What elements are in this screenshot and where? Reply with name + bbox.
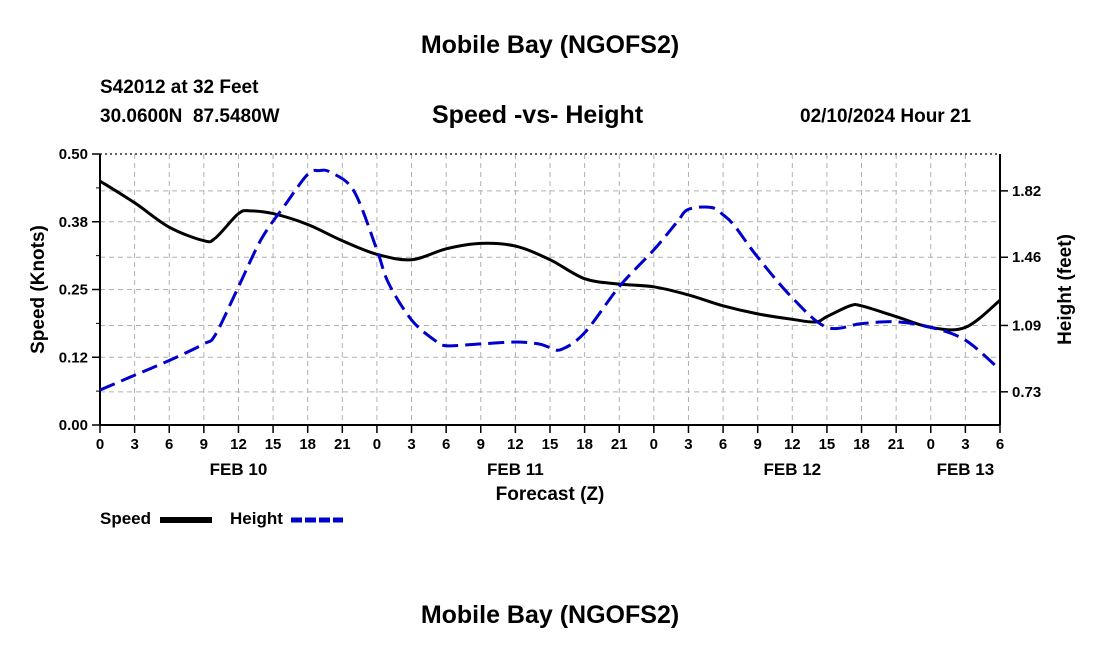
legend-height-label: Height xyxy=(230,509,283,528)
y-tick-label-right: 0.73 xyxy=(1012,384,1041,401)
x-tick-label: 6 xyxy=(442,436,450,453)
x-tick-label: 12 xyxy=(784,436,801,453)
y-tick-label-left: 0.00 xyxy=(59,417,88,434)
x-tick-label: 6 xyxy=(719,436,727,453)
y-tick-label-left: 0.12 xyxy=(59,349,88,366)
x-tick-label: 3 xyxy=(130,436,138,453)
x-tick-label: 15 xyxy=(265,436,282,453)
y-tick-label-left: 0.25 xyxy=(59,282,88,299)
x-tick-label: 9 xyxy=(200,436,208,453)
x-tick-label: 0 xyxy=(373,436,381,453)
x-tick-label: 3 xyxy=(407,436,415,453)
date-label: FEB 13 xyxy=(937,460,995,479)
x-tick-label: 9 xyxy=(477,436,485,453)
y-tick-label-right: 1.09 xyxy=(1012,317,1041,334)
x-tick-label: 21 xyxy=(888,436,905,453)
chart-title-top: Mobile Bay (NGOFS2) xyxy=(420,31,680,59)
x-tick-label: 18 xyxy=(299,436,316,453)
x-tick-label: 9 xyxy=(754,436,762,453)
y-axis-title-right: Height (feet) xyxy=(1055,234,1076,345)
date-label: FEB 10 xyxy=(210,460,268,479)
x-tick-label: 18 xyxy=(853,436,870,453)
date-label: FEB 12 xyxy=(763,460,821,479)
chart-subtitle: Speed -vs- Height xyxy=(432,101,644,129)
x-tick-label: 21 xyxy=(611,436,628,453)
x-tick-label: 12 xyxy=(230,436,247,453)
x-tick-label: 18 xyxy=(576,436,593,453)
x-tick-label: 6 xyxy=(165,436,173,453)
x-axis-title: Forecast (Z) xyxy=(496,484,605,505)
x-tick-label: 0 xyxy=(927,436,935,453)
y-tick-label-left: 0.50 xyxy=(59,146,88,163)
height-series-line xyxy=(99,168,1001,392)
x-tick-label: 15 xyxy=(819,436,836,453)
chart-title-bottom: Mobile Bay (NGOFS2) xyxy=(420,601,680,629)
y-axis-title-left: Speed (Knots) xyxy=(28,225,49,354)
x-tick-label: 12 xyxy=(507,436,524,453)
speed-series-line xyxy=(99,179,1001,332)
y-tick-label-right: 1.82 xyxy=(1012,183,1041,200)
x-tick-label: 0 xyxy=(650,436,658,453)
legend-speed-label: Speed xyxy=(100,509,152,528)
x-tick-label: 0 xyxy=(96,436,104,453)
x-tick-label: 6 xyxy=(996,436,1004,453)
station-label: S42012 at 32 Feet xyxy=(100,77,259,98)
y-tick-label-right: 1.46 xyxy=(1012,249,1041,266)
station-coordinates: 30.0600N 87.5480W xyxy=(100,106,280,127)
x-tick-label: 21 xyxy=(334,436,351,453)
x-tick-label: 3 xyxy=(684,436,692,453)
forecast-datetime: 02/10/2024 Hour 21 xyxy=(800,106,972,127)
date-label: FEB 11 xyxy=(487,460,544,479)
x-tick-label: 15 xyxy=(542,436,559,453)
x-tick-label: 3 xyxy=(961,436,969,453)
y-tick-label-left: 0.38 xyxy=(59,214,88,231)
